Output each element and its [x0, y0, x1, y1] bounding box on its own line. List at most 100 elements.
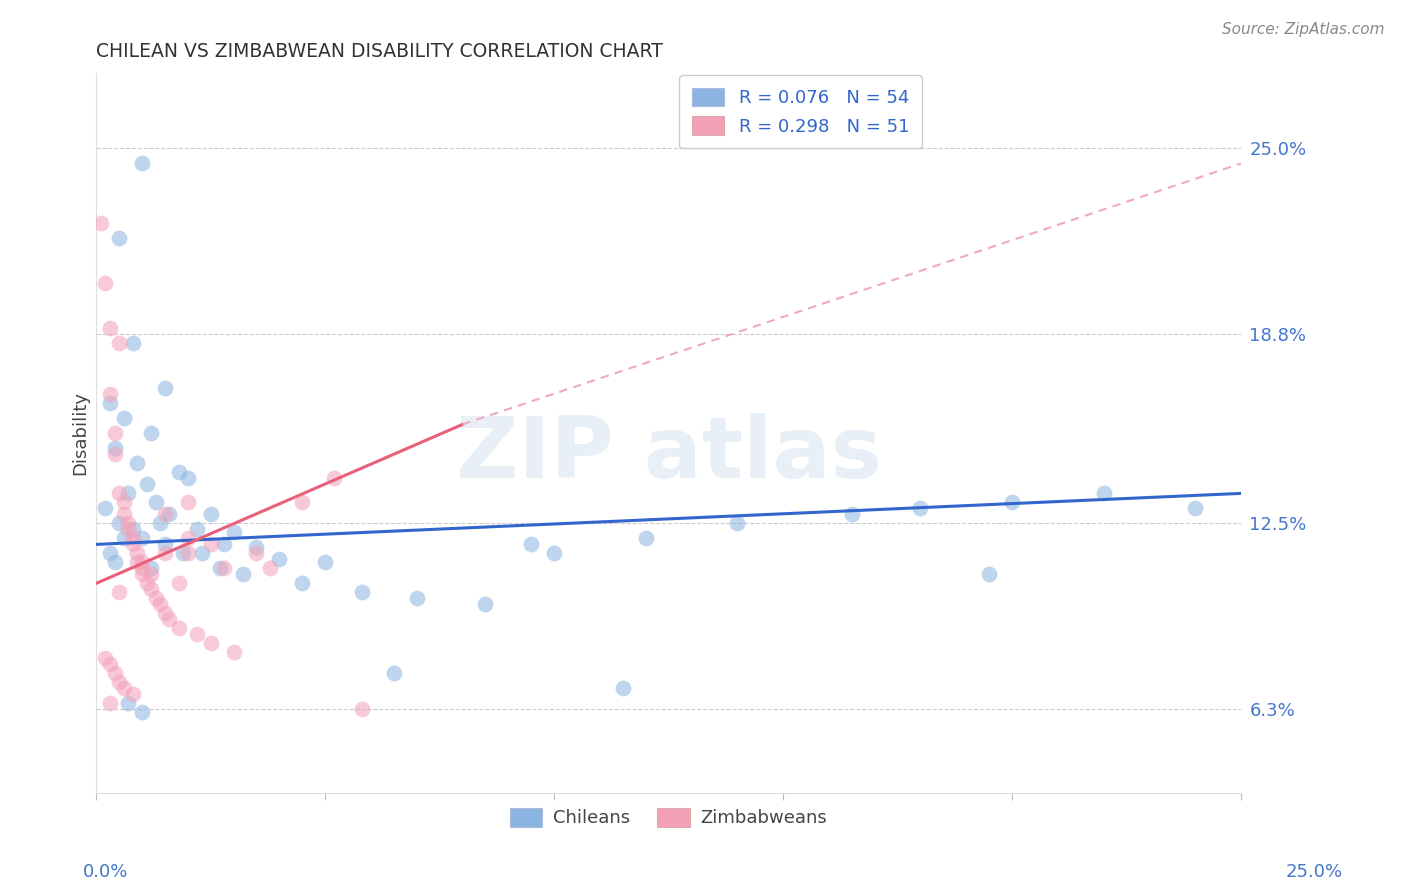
Point	[167, 621, 190, 635]
Point	[149, 598, 172, 612]
Point	[131, 532, 153, 546]
Point	[121, 336, 143, 351]
Point	[725, 516, 748, 531]
Point	[117, 516, 139, 531]
Text: Source: ZipAtlas.com: Source: ZipAtlas.com	[1222, 22, 1385, 37]
Point	[612, 681, 634, 696]
Point	[103, 447, 125, 461]
Point	[103, 426, 125, 441]
Point	[153, 508, 176, 522]
Point	[153, 537, 176, 551]
Text: 0.0%: 0.0%	[83, 863, 128, 881]
Point	[291, 576, 314, 591]
Point	[112, 411, 135, 425]
Point	[112, 532, 135, 546]
Point	[405, 591, 427, 606]
Point	[634, 532, 657, 546]
Point	[177, 532, 200, 546]
Point	[222, 645, 245, 659]
Point	[979, 567, 1001, 582]
Point	[145, 495, 167, 509]
Point	[214, 561, 236, 575]
Point	[167, 576, 190, 591]
Point	[172, 546, 194, 560]
Point	[177, 471, 200, 485]
Point	[222, 525, 245, 540]
Point	[153, 381, 176, 395]
Point	[269, 552, 291, 566]
Point	[117, 697, 139, 711]
Point	[98, 387, 121, 401]
Point	[127, 456, 149, 470]
Point	[135, 576, 157, 591]
Point	[121, 687, 143, 701]
Point	[1184, 501, 1206, 516]
Point	[127, 546, 149, 560]
Point	[108, 516, 131, 531]
Point	[98, 657, 121, 672]
Point	[200, 537, 222, 551]
Point	[177, 546, 200, 560]
Point	[103, 555, 125, 569]
Point	[1092, 486, 1115, 500]
Point	[350, 702, 373, 716]
Point	[98, 697, 121, 711]
Point	[153, 546, 176, 560]
Point	[139, 561, 162, 575]
Point	[214, 537, 236, 551]
Point	[910, 501, 932, 516]
Point	[139, 426, 162, 441]
Point	[117, 486, 139, 500]
Point	[112, 495, 135, 509]
Point	[382, 666, 405, 681]
Point	[153, 607, 176, 621]
Point	[186, 627, 208, 641]
Point	[131, 567, 153, 582]
Point	[1001, 495, 1024, 509]
Point	[131, 706, 153, 720]
Point	[112, 508, 135, 522]
Point	[135, 477, 157, 491]
Point	[108, 486, 131, 500]
Point	[108, 231, 131, 245]
Point	[131, 561, 153, 575]
Point	[291, 495, 314, 509]
Point	[200, 636, 222, 650]
Point	[108, 675, 131, 690]
Point	[159, 508, 181, 522]
Point	[323, 471, 346, 485]
Point	[245, 541, 267, 555]
Y-axis label: Disability: Disability	[72, 392, 89, 475]
Point	[167, 466, 190, 480]
Point	[543, 546, 565, 560]
Point	[131, 156, 153, 170]
Point	[245, 546, 267, 560]
Point	[121, 537, 143, 551]
Point	[190, 546, 212, 560]
Point	[103, 666, 125, 681]
Point	[145, 591, 167, 606]
Point	[112, 681, 135, 696]
Point	[127, 555, 149, 569]
Point	[117, 522, 139, 536]
Point	[149, 516, 172, 531]
Point	[98, 396, 121, 410]
Text: CHILEAN VS ZIMBABWEAN DISABILITY CORRELATION CHART: CHILEAN VS ZIMBABWEAN DISABILITY CORRELA…	[96, 42, 664, 61]
Point	[94, 501, 117, 516]
Point	[186, 522, 208, 536]
Point	[139, 567, 162, 582]
Point	[108, 585, 131, 599]
Point	[98, 546, 121, 560]
Legend: Chileans, Zimbabweans: Chileans, Zimbabweans	[502, 801, 835, 835]
Point	[159, 612, 181, 626]
Text: 25.0%: 25.0%	[1286, 863, 1343, 881]
Point	[108, 336, 131, 351]
Point	[94, 277, 117, 291]
Point	[94, 651, 117, 665]
Point	[200, 508, 222, 522]
Point	[121, 532, 143, 546]
Point	[121, 522, 143, 536]
Point	[139, 582, 162, 597]
Point	[350, 585, 373, 599]
Point	[208, 561, 231, 575]
